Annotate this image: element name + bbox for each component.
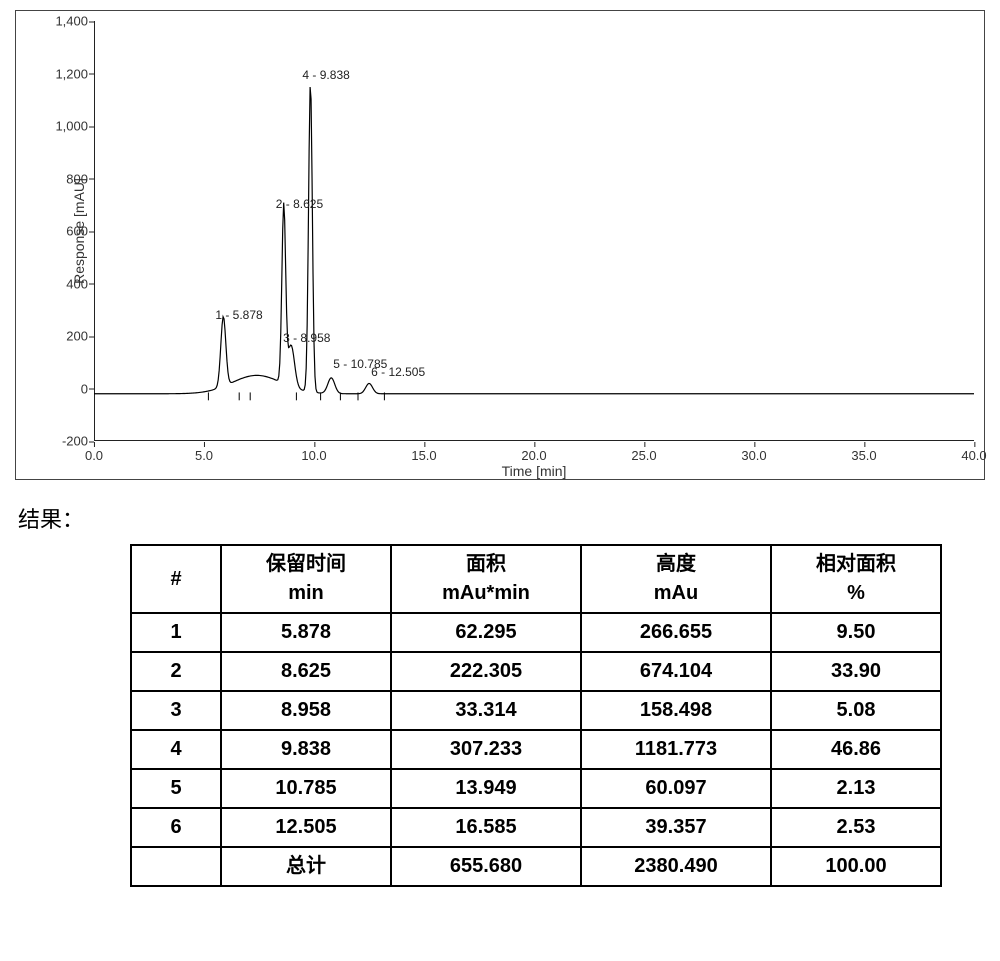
x-tick-label: 15.0 xyxy=(411,448,436,463)
y-tick-label: -200 xyxy=(36,434,88,449)
x-tick-label: 30.0 xyxy=(741,448,766,463)
table-cell: 60.097 xyxy=(581,769,771,808)
peak-label: 1 - 5.878 xyxy=(215,308,262,322)
table-cell: 100.00 xyxy=(771,847,941,886)
table-cell: 46.86 xyxy=(771,730,941,769)
peak-label: 2 - 8.625 xyxy=(276,197,323,211)
y-tick-label: 1,400 xyxy=(36,14,88,29)
col-header-area: 面积mAu*min xyxy=(391,545,581,613)
table-cell: 2.53 xyxy=(771,808,941,847)
x-tick-label: 25.0 xyxy=(631,448,656,463)
peak-label: 4 - 9.838 xyxy=(302,68,349,82)
table-row: 15.87862.295266.6559.50 xyxy=(131,613,941,652)
chart-plot-area: Response [mAU] Time [min] -2000200400600… xyxy=(94,21,974,441)
table-cell: 266.655 xyxy=(581,613,771,652)
table-cell xyxy=(131,847,221,886)
y-tick-label: 1,200 xyxy=(36,66,88,81)
table-row: 38.95833.314158.4985.08 xyxy=(131,691,941,730)
table-cell: 12.505 xyxy=(221,808,391,847)
x-axis-title: Time [min] xyxy=(502,463,567,479)
x-tick-label: 20.0 xyxy=(521,448,546,463)
table-row: 510.78513.94960.0972.13 xyxy=(131,769,941,808)
table-cell: 8.958 xyxy=(221,691,391,730)
y-tick-label: 200 xyxy=(36,329,88,344)
table-cell: 16.585 xyxy=(391,808,581,847)
page-root: Response [mAU] Time [min] -2000200400600… xyxy=(0,0,1000,961)
table-cell: 1181.773 xyxy=(581,730,771,769)
table-cell: 3 xyxy=(131,691,221,730)
table-cell: 158.498 xyxy=(581,691,771,730)
table-cell: 5 xyxy=(131,769,221,808)
y-tick-label: 800 xyxy=(36,171,88,186)
x-tick-label: 5.0 xyxy=(195,448,213,463)
table-cell: 总计 xyxy=(221,847,391,886)
table-cell: 307.233 xyxy=(391,730,581,769)
table-cell: 62.295 xyxy=(391,613,581,652)
x-tick-label: 40.0 xyxy=(961,448,986,463)
y-tick-label: 400 xyxy=(36,276,88,291)
y-tick-label: 0 xyxy=(36,381,88,396)
col-header-rt: 保留时间min xyxy=(221,545,391,613)
peak-label: 3 - 8.958 xyxy=(283,331,330,345)
x-tick-label: 0.0 xyxy=(85,448,103,463)
table-header-row: # 保留时间min 面积mAu*min 高度mAu 相对面积% xyxy=(131,545,941,613)
table-cell: 6 xyxy=(131,808,221,847)
results-table: # 保留时间min 面积mAu*min 高度mAu 相对面积% 15.87862… xyxy=(130,544,942,887)
table-cell: 10.785 xyxy=(221,769,391,808)
table-cell: 8.625 xyxy=(221,652,391,691)
chromatogram-trace xyxy=(94,21,974,441)
col-header-height: 高度mAu xyxy=(581,545,771,613)
y-tick-label: 600 xyxy=(36,224,88,239)
table-cell: 655.680 xyxy=(391,847,581,886)
table-cell: 5.08 xyxy=(771,691,941,730)
peak-label: 6 - 12.505 xyxy=(371,365,425,379)
table-cell: 9.50 xyxy=(771,613,941,652)
table-cell: 33.90 xyxy=(771,652,941,691)
table-cell: 2.13 xyxy=(771,769,941,808)
table-cell: 39.357 xyxy=(581,808,771,847)
table-cell: 1 xyxy=(131,613,221,652)
table-cell: 33.314 xyxy=(391,691,581,730)
results-heading: 结果： xyxy=(18,502,990,534)
x-tick-label: 35.0 xyxy=(851,448,876,463)
table-row: 总计655.6802380.490100.00 xyxy=(131,847,941,886)
col-header-rel: 相对面积% xyxy=(771,545,941,613)
table-cell: 674.104 xyxy=(581,652,771,691)
table-cell: 9.838 xyxy=(221,730,391,769)
chart-frame: Response [mAU] Time [min] -2000200400600… xyxy=(15,10,985,480)
table-row: 28.625222.305674.10433.90 xyxy=(131,652,941,691)
table-cell: 4 xyxy=(131,730,221,769)
table-row: 49.838307.2331181.77346.86 xyxy=(131,730,941,769)
table-row: 612.50516.58539.3572.53 xyxy=(131,808,941,847)
table-cell: 2 xyxy=(131,652,221,691)
table-cell: 222.305 xyxy=(391,652,581,691)
y-tick-label: 1,000 xyxy=(36,119,88,134)
col-header-index: # xyxy=(131,545,221,613)
x-tick-label: 10.0 xyxy=(301,448,326,463)
table-cell: 2380.490 xyxy=(581,847,771,886)
table-cell: 5.878 xyxy=(221,613,391,652)
table-cell: 13.949 xyxy=(391,769,581,808)
